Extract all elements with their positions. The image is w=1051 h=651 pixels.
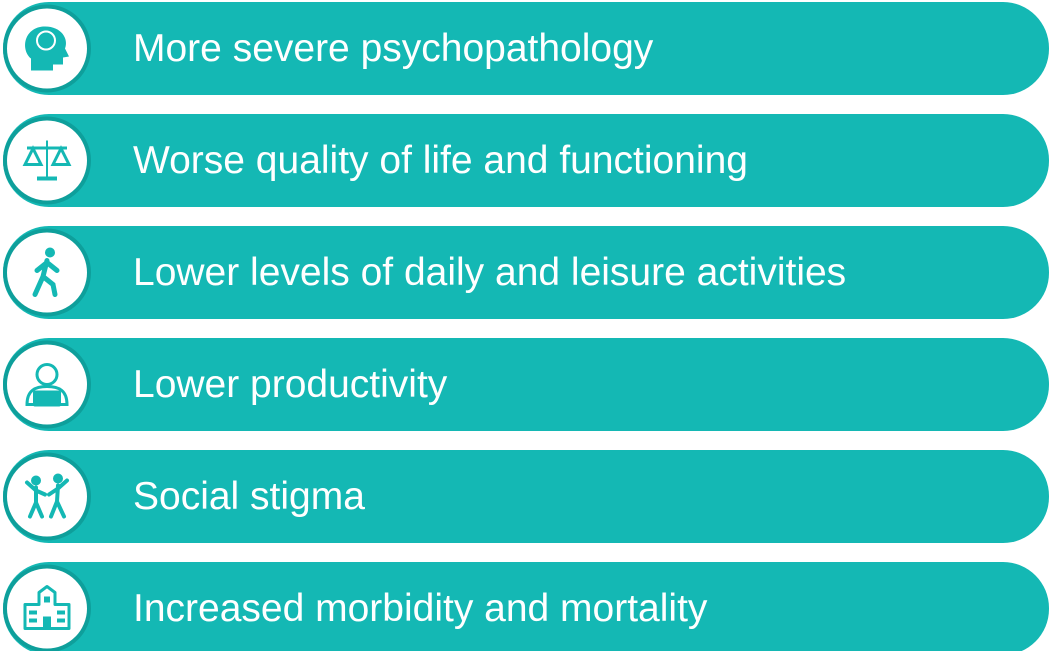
item-bar <box>3 2 1049 95</box>
item-bar <box>3 226 1049 319</box>
icon-person-body <box>25 384 69 406</box>
icon-person-head <box>35 363 59 386</box>
item-label: Lower levels of daily and leisure activi… <box>133 251 846 294</box>
item-icon <box>22 140 72 181</box>
icon-scale <box>27 140 67 181</box>
icon-circle <box>7 568 87 649</box>
item-label: Worse quality of life and functioning <box>133 139 748 182</box>
icon-dancer-b-head <box>53 473 63 484</box>
icon-circle <box>7 232 87 313</box>
item-label: Increased morbidity and mortality <box>133 587 708 630</box>
item-bar <box>3 450 1049 543</box>
item-label: More severe psychopathology <box>133 27 654 70</box>
item-bar <box>3 114 1049 207</box>
item-icon <box>25 363 69 407</box>
list-item: Lower levels of daily and leisure activi… <box>3 226 1049 319</box>
list-item: More severe psychopathology <box>3 2 1049 95</box>
item-label: Social stigma <box>133 475 365 518</box>
icon-walker-body <box>32 258 60 297</box>
icon-pan-right <box>50 145 72 166</box>
list-item: Lower productivity <box>3 338 1049 431</box>
icon-building <box>23 585 71 630</box>
icon-dancers <box>25 478 69 519</box>
list-item: Social stigma <box>3 450 1049 543</box>
item-label: Lower productivity <box>133 363 448 406</box>
item-icon <box>32 247 60 297</box>
icon-windows <box>29 596 65 623</box>
item-icon <box>25 473 69 519</box>
list-item: Worse quality of life and functioning <box>3 114 1049 207</box>
icon-door <box>43 616 51 629</box>
icon-walker-head <box>45 247 55 258</box>
item-bar <box>3 338 1049 431</box>
icon-circle <box>7 456 87 537</box>
icon-dancer-a-head <box>31 475 41 486</box>
icon-brain <box>36 30 56 51</box>
icon-laptop <box>33 390 61 407</box>
list-item: Increased morbidity and mortality <box>3 562 1049 651</box>
icon-pan-left <box>22 145 44 166</box>
item-bar <box>3 562 1049 651</box>
item-icon <box>25 26 69 71</box>
item-icon <box>23 585 71 630</box>
